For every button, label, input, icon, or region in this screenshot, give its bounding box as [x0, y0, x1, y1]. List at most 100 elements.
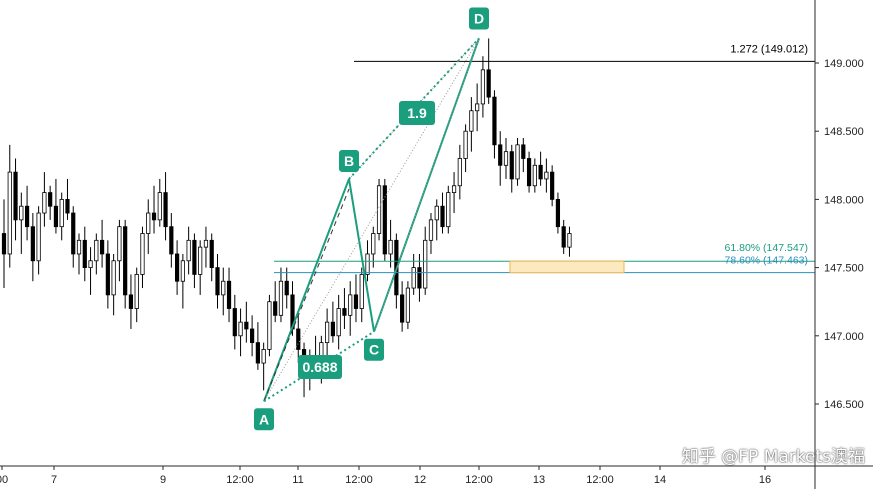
candle-body — [440, 205, 445, 228]
candle-body — [388, 239, 393, 255]
candle-body — [278, 280, 284, 316]
candle-body — [123, 226, 128, 296]
time-tick-label: 9 — [160, 474, 166, 486]
candle-body — [48, 192, 53, 207]
candle-body — [503, 151, 509, 166]
candle-body — [526, 158, 532, 187]
price-tick-label: 146.500 — [824, 399, 864, 411]
candle-body — [359, 274, 364, 309]
point-label-a: A — [259, 411, 269, 427]
candle-body — [400, 294, 405, 323]
candle-body — [203, 239, 209, 248]
candle-body — [480, 69, 486, 105]
candle-body — [509, 151, 514, 180]
candle-body — [36, 212, 41, 262]
candle-body — [232, 308, 237, 337]
candle-body — [88, 260, 93, 268]
candle-body — [99, 239, 105, 255]
candle-body — [244, 321, 249, 330]
time-tick-label: 12:00 — [345, 474, 373, 486]
point-label-c: C — [369, 342, 379, 358]
candle-body — [486, 69, 491, 98]
candle-body — [128, 294, 134, 309]
candle-body — [463, 130, 468, 159]
candle-body — [221, 280, 226, 296]
candle-body — [186, 239, 191, 262]
candle-body — [273, 301, 278, 316]
candle-body — [532, 164, 537, 187]
time-tick-label: 16 — [759, 474, 771, 486]
candle-body — [492, 96, 497, 146]
time-tick-label: 12 — [414, 474, 426, 486]
candle-body — [469, 110, 474, 132]
candle-body — [250, 328, 255, 344]
candle-body — [157, 192, 162, 221]
point-badge-b — [339, 149, 359, 172]
ratio-label: 1.9 — [407, 105, 427, 121]
candle-body — [365, 253, 370, 275]
candle-body — [342, 308, 347, 316]
candle-body — [140, 233, 145, 275]
candle-body — [19, 205, 24, 221]
candle-body — [261, 349, 266, 364]
level-1272-label: 1.272 (149.012) — [730, 43, 808, 55]
prz-zone — [509, 260, 625, 274]
time-tick-label: 13 — [533, 474, 545, 486]
candle-body — [475, 103, 480, 112]
candle-body — [198, 246, 203, 275]
candle-body — [417, 267, 422, 289]
watermark: 知乎 @FP Markets澳福 — [681, 447, 865, 467]
candle-body — [174, 253, 180, 282]
candle-body — [180, 260, 185, 282]
candle-body — [111, 260, 116, 296]
candle-body — [65, 198, 70, 214]
candle-body — [296, 328, 301, 350]
candle-body — [209, 239, 214, 269]
candle-body — [146, 212, 151, 234]
candle-body — [226, 280, 232, 309]
price-tick-label: 148.000 — [824, 194, 864, 206]
price-tick-label: 147.000 — [824, 331, 864, 343]
level-786-label: 78.60% (147.463) — [725, 255, 808, 267]
candle-body — [411, 267, 416, 289]
level-618-label: 61.80% (147.547) — [725, 242, 808, 254]
pattern-leg — [348, 178, 375, 332]
candle-body — [555, 198, 561, 228]
candle-body — [76, 239, 82, 255]
candle-body — [53, 205, 59, 228]
time-tick-label: 12:00 — [226, 474, 254, 486]
point-label-d: D — [474, 10, 484, 26]
candle-body — [567, 233, 572, 248]
candle-body — [82, 239, 87, 269]
candle-body — [13, 171, 18, 221]
candle-body — [330, 321, 335, 337]
time-tick-label: 00 — [0, 474, 8, 486]
point-label-b: B — [344, 153, 354, 169]
candle-body — [134, 274, 139, 309]
candle-body — [30, 226, 35, 262]
point-badge-d — [469, 7, 489, 30]
candle-body — [215, 267, 220, 296]
candle-body — [371, 233, 376, 255]
candle-body — [42, 192, 47, 214]
candle-body — [550, 171, 555, 200]
harmonic-pattern: 0.688 1.9 A B C D — [254, 7, 489, 431]
candle-body — [24, 205, 30, 228]
candle-body — [1, 233, 7, 255]
candle-body — [457, 158, 462, 187]
candle-body — [59, 198, 64, 228]
price-tick-label: 148.500 — [824, 126, 864, 138]
candle-body — [561, 226, 566, 248]
candle-body — [238, 321, 243, 337]
ratio-badge — [298, 355, 342, 379]
ratio-badge — [399, 101, 435, 125]
candle-body — [94, 239, 99, 262]
candle-body — [71, 212, 76, 255]
candle-body — [325, 321, 330, 344]
price-tick-label: 149.000 — [824, 58, 864, 70]
candle-body — [423, 239, 428, 289]
candle-body — [7, 171, 12, 255]
point-badge-c — [364, 338, 384, 361]
candle-body — [382, 185, 387, 255]
